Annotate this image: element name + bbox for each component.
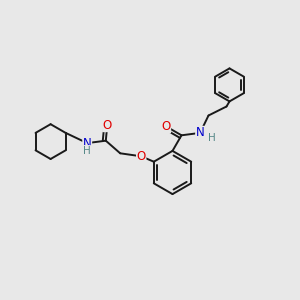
Text: O: O — [103, 118, 112, 132]
Text: O: O — [136, 150, 146, 163]
Text: H: H — [208, 133, 215, 143]
Text: O: O — [161, 120, 170, 133]
Text: N: N — [196, 126, 205, 140]
Text: H: H — [83, 146, 91, 156]
Text: N: N — [83, 136, 92, 150]
